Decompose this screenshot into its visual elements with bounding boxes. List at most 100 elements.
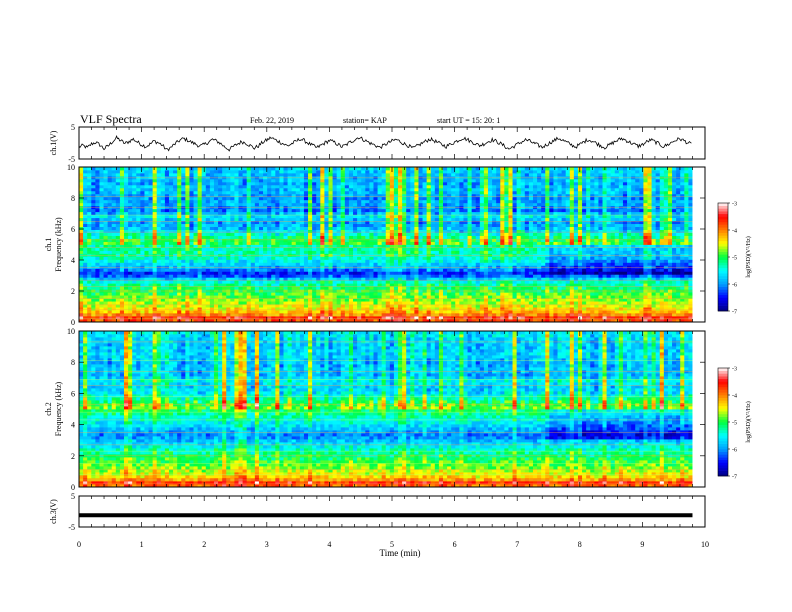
spectrogram-cell <box>602 280 607 284</box>
spectrogram-cell <box>295 226 301 230</box>
spectrogram-cell <box>336 295 342 299</box>
spectrogram-cell <box>209 238 215 242</box>
spectrogram-cell <box>136 316 141 320</box>
spectrogram-cell <box>197 268 203 272</box>
spectrogram-cell <box>189 268 194 272</box>
spectrogram-cell <box>275 313 280 317</box>
spectrogram-cell <box>438 298 444 302</box>
spectrogram-cell <box>168 259 174 263</box>
spectrogram-cell <box>577 265 583 269</box>
spectrogram-cell <box>267 316 272 320</box>
spectrogram-cell <box>430 298 436 302</box>
spectrogram-cell <box>283 256 288 260</box>
spectrogram-cell <box>103 301 109 305</box>
spectrogram-cell <box>569 286 575 290</box>
spectrogram-cell <box>618 298 624 302</box>
spectrogram-cell <box>443 301 448 305</box>
spectrogram-cell <box>508 259 513 263</box>
header-start-time: start UT = 15: 20: 1 <box>437 116 500 125</box>
spectrogram-cell <box>614 304 620 308</box>
spectrogram-cell <box>635 250 640 254</box>
spectrogram-cell <box>402 235 407 239</box>
spectrogram-cell <box>586 319 591 323</box>
spectrogram-cell <box>254 295 260 299</box>
spectrogram-cell <box>508 229 513 233</box>
spectrogram-cell <box>471 268 477 272</box>
spectrogram-cell <box>528 250 534 254</box>
spectrogram-cell <box>451 268 456 272</box>
spectrogram-cell <box>357 268 362 272</box>
spectrogram-cell <box>144 265 149 269</box>
spectrogram-cell <box>684 250 689 254</box>
spectrogram-cell <box>672 286 677 290</box>
spectrogram-cell <box>549 235 554 239</box>
spectrogram-cell <box>389 307 395 311</box>
spectrogram-cell <box>500 310 505 314</box>
spectrogram-cell <box>128 265 133 269</box>
spectrogram-cell <box>426 286 432 290</box>
spectrogram-cell <box>332 238 338 242</box>
spectrogram-cell <box>561 241 567 245</box>
spectrogram-cell <box>168 265 174 269</box>
spectrogram-cell <box>582 307 587 311</box>
spectrogram-cell <box>353 259 358 263</box>
spectrogram-cell <box>91 256 96 260</box>
spectrogram-cell <box>324 250 329 254</box>
spectrogram-cell <box>451 274 456 278</box>
spectrogram-cell <box>610 226 616 230</box>
spectrogram-cell <box>549 307 554 311</box>
spectrogram-cell <box>663 310 669 314</box>
spectrogram-cell <box>197 313 203 317</box>
spectrogram-cell <box>361 298 366 302</box>
spectrogram-cell <box>577 307 583 311</box>
spectrogram-cell <box>610 268 616 272</box>
spectrogram-cell <box>103 319 109 323</box>
spectrogram-cell <box>279 268 284 272</box>
spectrogram-cell <box>528 286 534 290</box>
spectrogram-cell <box>553 298 558 302</box>
spectrogram-cell <box>635 238 640 242</box>
spectrogram-cell <box>140 259 145 263</box>
spectrogram-cell <box>467 241 473 245</box>
spectrogram-cell <box>218 295 223 299</box>
spectrogram-cell <box>508 265 513 269</box>
spectrogram-cell <box>504 250 509 254</box>
spectrogram-cell <box>344 274 350 278</box>
spectrogram-cell <box>336 262 342 266</box>
spectrogram-cell <box>606 280 612 284</box>
spectrogram-cell <box>209 292 215 296</box>
spectrogram-cell <box>365 280 370 284</box>
spectrogram-cell <box>107 292 113 296</box>
spectrogram-cell <box>246 304 252 308</box>
spectrogram-cell <box>598 274 603 278</box>
spectrogram-cell <box>406 247 411 251</box>
spectrogram-cell <box>234 250 239 254</box>
spectrogram-cell <box>606 226 612 230</box>
spectrogram-cell <box>201 304 207 308</box>
spectrogram-cell <box>336 223 342 228</box>
spectrogram-cell <box>557 313 562 317</box>
spectrogram-cell <box>267 265 272 269</box>
spectrogram-cell <box>631 268 636 272</box>
spectrogram-cell <box>152 268 158 272</box>
spectrogram-cell <box>557 274 562 278</box>
spectrogram-cell <box>275 229 280 233</box>
spectrogram-cell <box>672 235 677 239</box>
spectrogram-cell <box>168 307 174 311</box>
spectrogram-cell <box>586 286 591 290</box>
spectrogram-cell <box>467 265 473 269</box>
spectrogram-cell <box>545 292 550 296</box>
spectrogram-cell <box>622 256 628 260</box>
spectrogram-cell <box>156 304 162 308</box>
spectrogram-cell <box>627 250 632 254</box>
spectrogram-cell <box>209 271 215 275</box>
spectrogram-cell <box>320 259 325 263</box>
spectrogram-cell <box>573 271 579 275</box>
spectrogram-cell <box>512 238 518 242</box>
spectrogram-cell <box>406 232 411 236</box>
spectrogram-cell <box>357 307 362 311</box>
spectrogram-cell <box>258 265 264 269</box>
spectrogram-cell <box>103 268 109 272</box>
spectrogram-cell <box>676 259 681 263</box>
spectrogram-cell <box>406 229 411 233</box>
